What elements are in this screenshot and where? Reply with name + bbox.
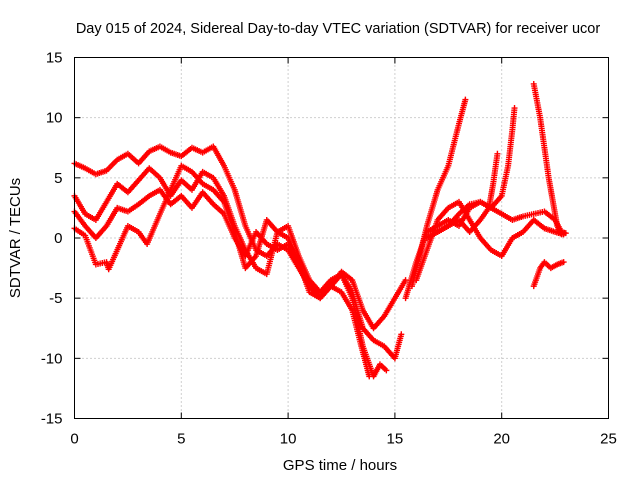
y-tick-label: -5 — [49, 290, 62, 307]
data-point — [462, 96, 469, 103]
chart-title: Day 015 of 2024, Sidereal Day-to-day VTE… — [76, 21, 601, 37]
data-point — [398, 331, 405, 338]
data-point — [402, 277, 409, 284]
series-trace-2 — [71, 165, 405, 362]
y-tick-label: 10 — [46, 110, 63, 127]
plot-frame — [74, 57, 609, 419]
y-tick-label: -15 — [41, 411, 63, 428]
data-point — [560, 259, 567, 266]
y-tick-label: 0 — [54, 230, 62, 247]
y-tick-label: 5 — [54, 170, 62, 187]
x-axis-label: GPS time / hours — [283, 457, 397, 474]
series-trace-4 — [71, 162, 373, 380]
x-tick-label: 25 — [600, 431, 617, 448]
x-tick-label: 20 — [493, 431, 510, 448]
data-point — [511, 105, 518, 112]
series-trace-6 — [408, 96, 469, 290]
y-tick-label: -10 — [41, 350, 63, 367]
data-marks — [71, 80, 569, 380]
x-tick-label: 0 — [70, 431, 78, 448]
data-point — [494, 150, 501, 157]
x-tick-label: 10 — [280, 431, 297, 448]
x-tick-label: 5 — [177, 431, 185, 448]
y-tick-label: 15 — [46, 50, 63, 67]
series-trace-9 — [434, 150, 501, 235]
y-axis-label: SDTVAR / TECUs — [7, 178, 24, 298]
x-tick-label: 15 — [387, 431, 404, 448]
data-point — [383, 367, 390, 374]
series-trace-1 — [71, 143, 390, 380]
data-point — [366, 373, 373, 380]
data-point — [558, 231, 565, 238]
series-trace-10 — [530, 80, 565, 238]
axis-ticks: 0 5 10 15 20 25 -15 -10 -5 0 5 10 15 — [41, 50, 617, 448]
grid-lines — [74, 57, 609, 419]
series-trace-11 — [530, 259, 567, 290]
